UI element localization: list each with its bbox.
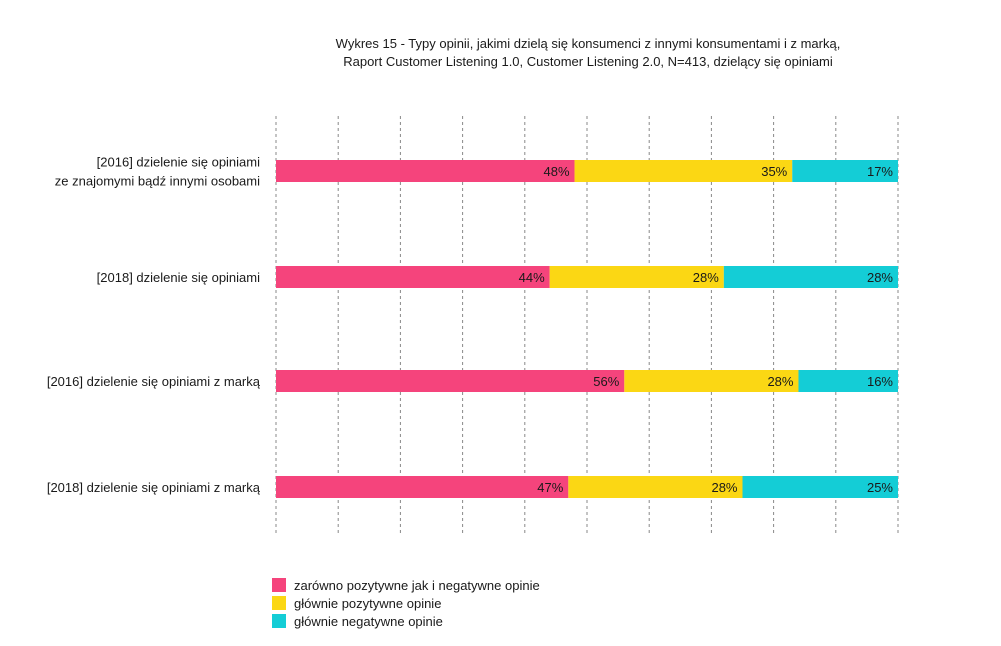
- category-label: [2016] dzielenie się opiniami: [97, 155, 260, 170]
- bar-segment: [798, 370, 898, 392]
- legend-swatch: [272, 596, 286, 610]
- bar-segment: [276, 160, 575, 182]
- legend-label: głównie pozytywne opinie: [294, 596, 441, 611]
- category-label: [2016] dzielenie się opiniami z marką: [47, 374, 261, 389]
- category-labels: [2016] dzielenie się opiniami ze znajomym…: [47, 155, 261, 496]
- category-label: ze znajomymi bądź innymi osobami: [55, 174, 260, 189]
- value-labels: 48% 35% 17% 44% 28% 28% 56% 28% 16% 47% 28% 25%: [519, 164, 894, 495]
- bar-segment: [624, 370, 799, 392]
- bar-segment: [742, 476, 898, 498]
- data-label: 56%: [593, 374, 619, 389]
- bar-segment: [574, 160, 793, 182]
- bar-segment: [276, 266, 550, 288]
- category-label: [2018] dzielenie się opiniami: [97, 270, 260, 285]
- data-label: 48%: [544, 164, 570, 179]
- data-label: 17%: [867, 164, 893, 179]
- data-label: 28%: [711, 480, 737, 495]
- legend-label: głównie negatywne opinie: [294, 614, 443, 629]
- bar-segment: [276, 476, 569, 498]
- data-label: 44%: [519, 270, 545, 285]
- data-label: 25%: [867, 480, 893, 495]
- grid: [275, 116, 899, 536]
- data-label: 28%: [867, 270, 893, 285]
- bar-segment: [568, 476, 743, 498]
- chart-title-line: Wykres 15 - Typy opinii, jakimi dzielą s…: [336, 36, 841, 51]
- bars: [276, 160, 898, 498]
- chart-title-line: Raport Customer Listening 1.0, Customer …: [343, 54, 833, 69]
- bar-segment: [723, 266, 898, 288]
- bar-segment: [792, 160, 898, 182]
- data-label: 28%: [767, 374, 793, 389]
- legend-swatch: [272, 614, 286, 628]
- bar-segment: [276, 370, 625, 392]
- data-label: 16%: [867, 374, 893, 389]
- legend-swatch: [272, 578, 286, 592]
- legend-label: zarówno pozytywne jak i negatywne opinie: [294, 578, 540, 593]
- legend: zarówno pozytywne jak i negatywne opinie…: [272, 578, 540, 629]
- chart-title: Wykres 15 - Typy opinii, jakimi dzielą s…: [336, 36, 841, 69]
- data-label: 28%: [693, 270, 719, 285]
- data-label: 47%: [537, 480, 563, 495]
- data-label: 35%: [761, 164, 787, 179]
- category-label: [2018] dzielenie się opiniami z marką: [47, 480, 261, 495]
- bar-segment: [549, 266, 724, 288]
